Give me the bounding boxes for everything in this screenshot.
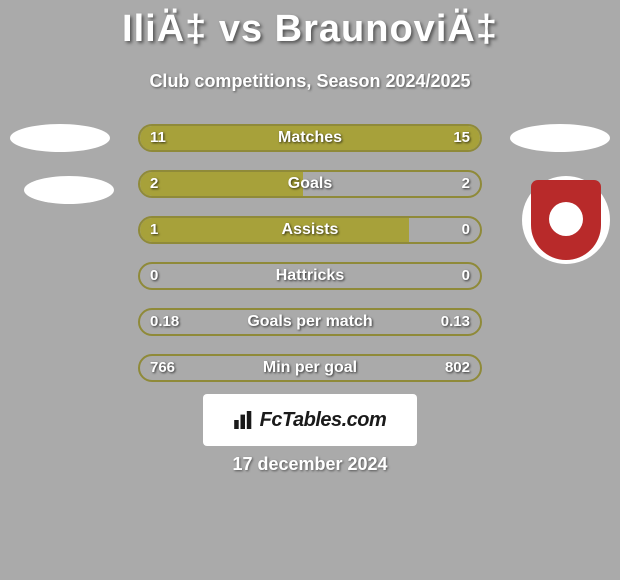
player-left-avatar-placeholder-1 xyxy=(10,124,110,152)
stat-row: 1Assists0 xyxy=(138,216,482,244)
club-badge-right xyxy=(522,176,610,264)
stat-row: 2Goals2 xyxy=(138,170,482,198)
stat-value-right: 0 xyxy=(462,264,470,288)
stat-value-right: 802 xyxy=(445,356,470,380)
stat-label: Assists xyxy=(140,218,480,242)
stat-value-right: 15 xyxy=(453,126,470,150)
stat-label: Matches xyxy=(140,126,480,150)
player-right-avatar-placeholder xyxy=(510,124,610,152)
bar-chart-icon xyxy=(234,411,256,429)
stat-value-right: 0 xyxy=(462,218,470,242)
logo-text: FcTables.com xyxy=(260,409,387,432)
stat-value-right: 2 xyxy=(462,172,470,196)
shield-icon xyxy=(531,180,601,260)
fctables-logo: FcTables.com xyxy=(203,394,417,446)
stat-label: Hattricks xyxy=(140,264,480,288)
stat-label: Goals xyxy=(140,172,480,196)
footer-date: 17 december 2024 xyxy=(0,454,620,475)
stat-row: 11Matches15 xyxy=(138,124,482,152)
stat-row: 0Hattricks0 xyxy=(138,262,482,290)
player-left-avatar-placeholder-2 xyxy=(24,176,114,204)
page-title: IliÄ‡ vs BraunoviÄ‡ xyxy=(0,0,620,51)
stat-label: Min per goal xyxy=(140,356,480,380)
comparison-bars: 11Matches152Goals21Assists00Hattricks00.… xyxy=(138,124,482,400)
page-subtitle: Club competitions, Season 2024/2025 xyxy=(0,71,620,92)
stat-row: 0.18Goals per match0.13 xyxy=(138,308,482,336)
stat-value-right: 0.13 xyxy=(441,310,470,334)
stat-label: Goals per match xyxy=(140,310,480,334)
stat-row: 766Min per goal802 xyxy=(138,354,482,382)
